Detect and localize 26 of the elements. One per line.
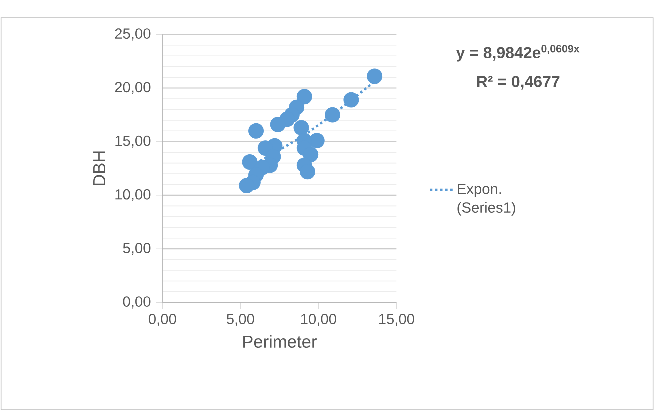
- point: [248, 123, 264, 139]
- point: [242, 154, 258, 170]
- x-tick-label: 5,00: [226, 314, 254, 326]
- x-axis-title: Perimeter: [244, 335, 317, 348]
- y-tick-label: 20,00: [115, 82, 151, 94]
- y-tick-label: 15,00: [116, 136, 151, 148]
- y-axis-title: DBH: [94, 152, 106, 186]
- point: [294, 120, 310, 136]
- point: [367, 68, 383, 84]
- x-tick-label: 0,00: [148, 314, 176, 326]
- y-tick-label: 25,00: [115, 28, 151, 41]
- x-tick-label: 15,00: [379, 314, 414, 326]
- point: [344, 92, 360, 108]
- text: R² = 0,4677: [477, 76, 560, 90]
- y-tick-label: 10,00: [116, 189, 151, 202]
- point: [239, 178, 255, 194]
- y-tick-label: 5,00: [123, 243, 151, 256]
- point: [296, 89, 312, 105]
- point: [300, 164, 316, 180]
- legend-label: Expon. (Series1): [458, 184, 516, 216]
- y-tick-label: 0,00: [123, 296, 151, 309]
- point: [324, 107, 340, 123]
- point: [303, 146, 319, 162]
- x-tick-label: 10,00: [301, 314, 336, 326]
- point: [270, 116, 286, 132]
- text: y = 8,9842e$^{0,0609x}$: [456, 45, 580, 62]
